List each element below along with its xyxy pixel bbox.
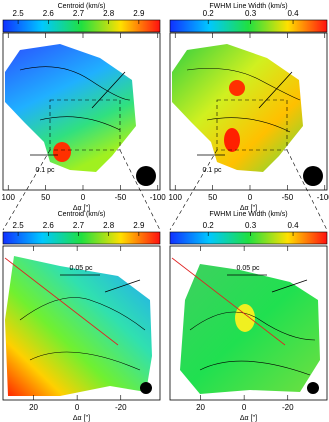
- map-hotspot: [224, 128, 240, 152]
- x-tick-label: -100: [317, 193, 329, 202]
- map-images: [5, 44, 320, 396]
- colorbar-tick-label: 0.3: [245, 9, 257, 18]
- colorbar-tick-label: 0.4: [287, 221, 299, 230]
- colorbar-tick-label: 2.9: [133, 9, 145, 18]
- colorbar-tick-label: 2.5: [13, 9, 25, 18]
- colorbar-tick-label: 0.2: [203, 9, 215, 18]
- scale-label: 0.05 pc: [237, 265, 260, 272]
- x-tick-label: -20: [115, 403, 127, 412]
- colorbar-title: Centroid (km/s): [58, 3, 106, 10]
- x-tick-label: 20: [29, 403, 38, 412]
- x-axis-label: Δα ['']: [73, 205, 90, 212]
- colorbar-tick-label: 2.8: [103, 9, 115, 18]
- panel-frame: [169, 245, 328, 401]
- centroid-map: [5, 44, 136, 172]
- colorbar-title: FWHM Line Width (km/s): [209, 3, 287, 10]
- map-hotspot: [235, 304, 255, 332]
- panel-frame: [169, 32, 328, 191]
- x-tick-label: 0: [248, 193, 253, 202]
- x-tick-label: 0: [242, 403, 247, 412]
- colorbar-tick-label: 2.6: [43, 9, 55, 18]
- colorbar-tick-label: 0.4: [287, 9, 299, 18]
- x-axis-label: Δα ['']: [73, 415, 90, 422]
- beams: [136, 166, 323, 394]
- colorbar: [169, 231, 328, 245]
- panel-frame: [2, 32, 161, 191]
- colorbar-tick-label: 0.2: [203, 221, 215, 230]
- scale-label: 0.1 pc: [202, 167, 222, 174]
- colorbar-title: FWHM Line Width (km/s): [209, 211, 287, 218]
- contours: [19, 66, 316, 376]
- x-tick-label: -50: [282, 193, 294, 202]
- x-tick-label: 0: [75, 403, 80, 412]
- x-tick-label: -100: [150, 193, 167, 202]
- colorbar-title: Centroid (km/s): [58, 211, 106, 218]
- x-tick-label: -50: [115, 193, 127, 202]
- scale-label: 0.1 pc: [35, 167, 55, 174]
- colorbar-tick-label: 2.9: [133, 221, 145, 230]
- fwhm-map: [172, 44, 303, 172]
- arrows: [4, 71, 308, 346]
- colorbar-tick-label: 2.7: [73, 9, 85, 18]
- map-hotspot: [229, 80, 245, 96]
- x-tick-label: 0: [81, 193, 86, 202]
- x-axis-label: Δα ['']: [240, 205, 257, 212]
- x-tick-label: 50: [41, 193, 50, 202]
- x-axis-label: Δα ['']: [240, 415, 257, 422]
- scale-label: 0.05 pc: [70, 265, 93, 272]
- colorbar-tick-label: 0.3: [245, 221, 257, 230]
- colorbar-tick-label: 2.5: [13, 221, 25, 230]
- x-tick-label: 20: [196, 403, 205, 412]
- colorbar: [169, 19, 328, 33]
- colorbar-tick-label: 2.7: [73, 221, 85, 230]
- colorbar-tick-label: 2.8: [103, 221, 115, 230]
- centroid-zoom-map: [5, 256, 152, 396]
- x-tick-label: 50: [208, 193, 217, 202]
- x-tick-label: 100: [2, 193, 16, 202]
- panel-frame: [2, 245, 161, 401]
- colorbar: [2, 19, 161, 33]
- x-tick-label: 100: [169, 193, 183, 202]
- map-hotspot: [53, 142, 71, 162]
- colorbar-tick-label: 2.6: [43, 221, 55, 230]
- x-tick-label: -20: [282, 403, 294, 412]
- colorbar: [2, 231, 161, 245]
